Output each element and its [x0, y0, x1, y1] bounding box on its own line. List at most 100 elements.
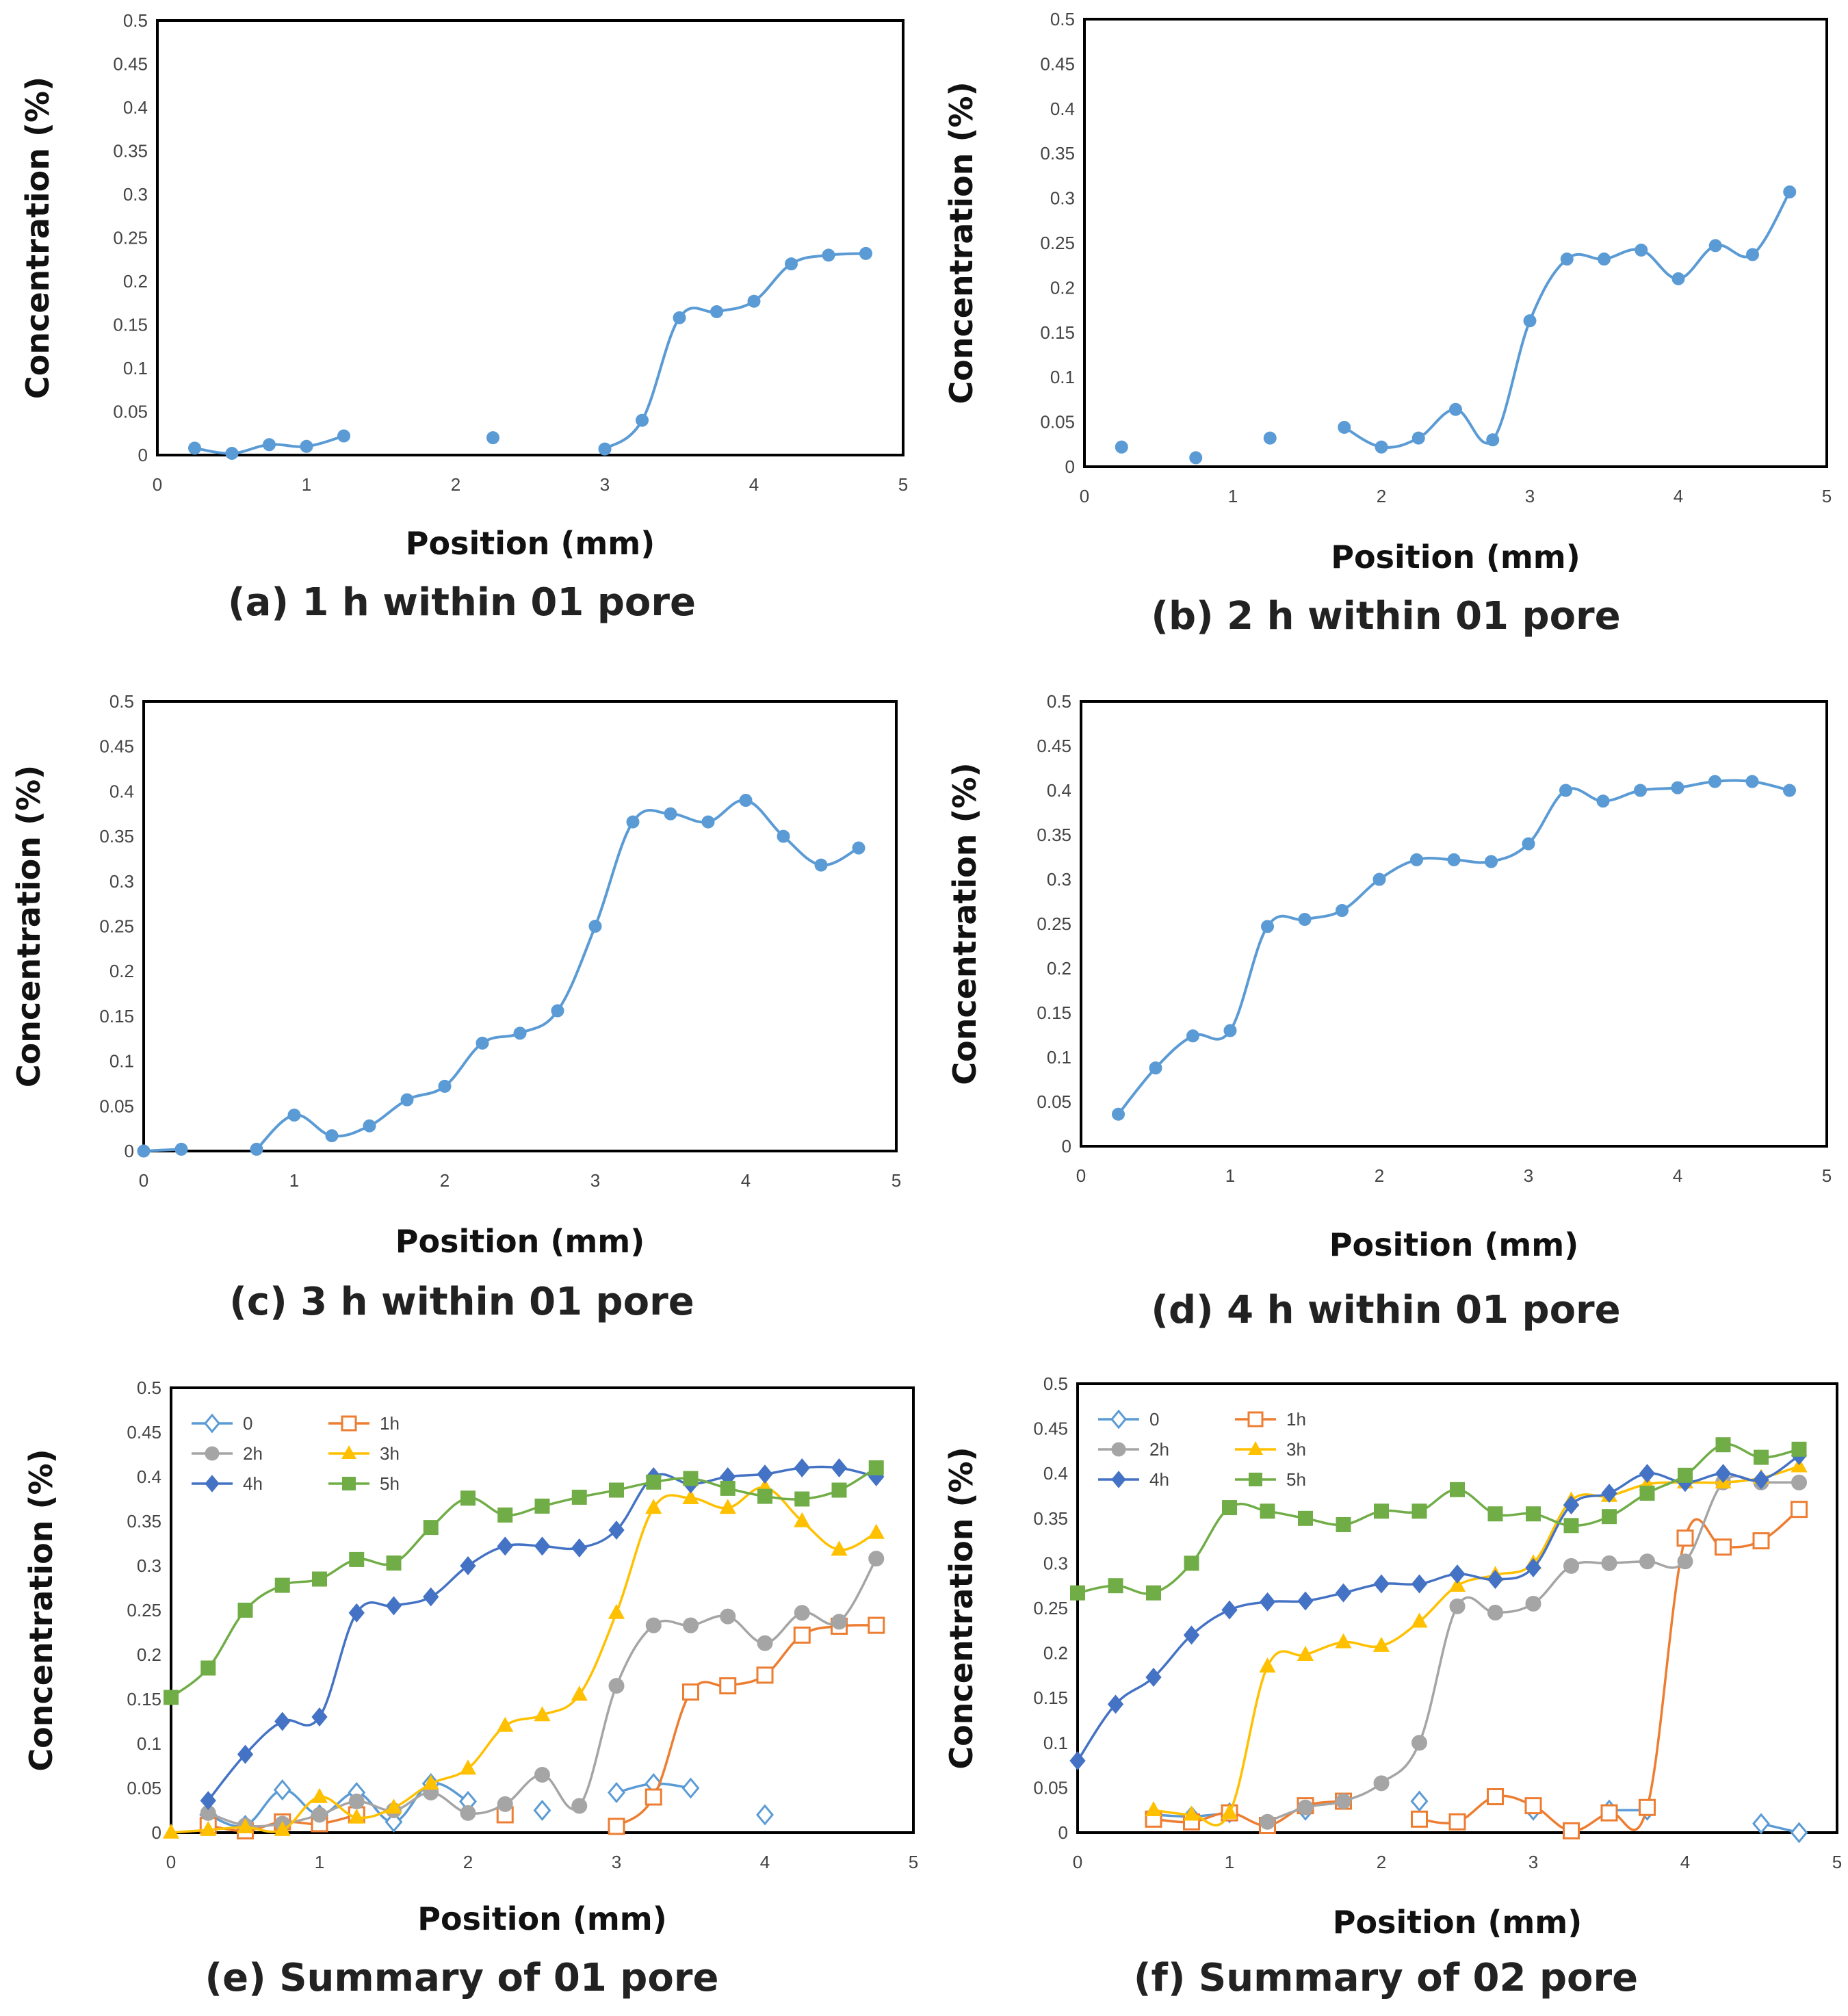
data-point-5h	[200, 1660, 216, 1676]
x-tick-label-a: 3	[600, 474, 610, 495]
data-point-2h	[608, 1678, 625, 1694]
y-tick-label-d: 0.35	[1037, 825, 1071, 845]
data-point-2h	[1677, 1553, 1693, 1570]
data-point-3h	[400, 1093, 414, 1107]
data-point-5h	[646, 1474, 662, 1490]
data-point-5h	[1184, 1555, 1199, 1571]
data-point-3h	[719, 1499, 736, 1514]
y-tick-label-c: 0	[125, 1141, 134, 1161]
chart-svg-b: 0 0.05 0.1 0.15 0.2 0.25 0.3 0.35 0.4 0.45 0.5 0 1 2 3…	[943, 9, 1832, 576]
series-3h-e	[162, 1478, 885, 1839]
y-tick-label-a: 0.25	[113, 228, 148, 248]
series-4h-d	[1112, 775, 1796, 1121]
data-point-4h	[497, 1536, 513, 1556]
data-point-1h	[859, 246, 872, 260]
data-point-4h	[1447, 853, 1461, 866]
y-tick-label-e: 0.5	[137, 1378, 161, 1398]
y-axis-title-a: Concentration (%)	[19, 77, 56, 399]
series-1h-a	[188, 246, 872, 460]
x-axis-title-a: Position (mm)	[406, 525, 655, 562]
data-point-1h	[673, 311, 686, 324]
y-tick-label-c: 0.4	[109, 781, 134, 801]
data-point-2h	[1486, 433, 1500, 447]
y-tick-label-f: 0.4	[1043, 1463, 1068, 1484]
data-point-5h	[1487, 1506, 1503, 1522]
x-tick-label-e: 2	[463, 1852, 473, 1872]
legend-marker-2h	[1111, 1442, 1126, 1457]
data-point-4h	[1259, 1592, 1276, 1612]
series-2h-b	[1115, 185, 1797, 465]
caption-f: (f) Summary of 02 pore	[1133, 1956, 1639, 2000]
y-tick-label-f: 0.35	[1033, 1508, 1068, 1529]
x-tick-label-d: 3	[1524, 1165, 1533, 1186]
legend-label-2h: 2h	[1149, 1439, 1169, 1460]
plot-area-a	[156, 19, 905, 456]
legend-marker-5h	[1249, 1473, 1262, 1486]
legend-label-5h: 5h	[1286, 1469, 1306, 1490]
data-point-5h	[386, 1555, 402, 1571]
chart-panel-e: 0 0.05 0.1 0.15 0.2 0.25 0.3 0.35 0.4 0.45 0.5 0 1 2 3…	[0, 1341, 924, 2016]
data-point-1h	[868, 1616, 885, 1634]
data-point-3h	[1297, 1646, 1314, 1662]
x-tick-label-a: 2	[451, 474, 460, 495]
data-point-3h	[645, 1499, 662, 1514]
data-point-3h	[287, 1108, 301, 1122]
data-point-4h	[1559, 784, 1572, 797]
data-point-2h	[1115, 440, 1128, 454]
chart-svg-a: 0 0.05 0.1 0.15 0.2 0.25 0.3 0.35 0.4 0.45 0.5 0 1 2 3…	[19, 10, 908, 562]
x-tick-label-e: 0	[166, 1852, 176, 1872]
data-point-5h	[794, 1491, 810, 1507]
y-tick-label-e: 0.35	[127, 1511, 161, 1532]
y-axis-title-c: Concentration (%)	[10, 765, 47, 1087]
data-point-3h	[422, 1774, 439, 1790]
data-point-5h	[237, 1603, 253, 1618]
data-point-2h	[1336, 1793, 1351, 1809]
y-tick-label-d: 0.3	[1047, 869, 1071, 890]
data-point-2h	[645, 1617, 662, 1633]
y-tick-label-c: 0.3	[109, 871, 134, 892]
x-tick-label-f: 3	[1528, 1852, 1538, 1872]
plot-area-b	[1083, 18, 1828, 468]
caption-c: (c) 3 h within 01 pore	[229, 1280, 694, 1324]
legend-marker-4h	[1111, 1471, 1126, 1488]
data-point-4h	[1112, 1107, 1125, 1121]
y-tick-label-a: 0.05	[113, 402, 148, 422]
y-tick-label-e: 0.15	[127, 1689, 161, 1709]
legend-marker-0	[1110, 1409, 1127, 1430]
data-point-2h	[1746, 248, 1759, 261]
data-point-4h	[1522, 837, 1535, 851]
data-point-2h	[1635, 243, 1648, 257]
data-point-2h	[1411, 431, 1425, 445]
data-point-3h	[497, 1716, 514, 1732]
y-tick-label-d: 0	[1062, 1136, 1071, 1156]
data-point-1h	[645, 1788, 662, 1806]
data-point-2h	[1449, 1598, 1466, 1614]
y-tick-label-b: 0.1	[1050, 367, 1075, 387]
data-point-4h	[1525, 1558, 1541, 1577]
data-point-2h	[497, 1796, 513, 1812]
data-point-3h	[777, 829, 790, 843]
data-point-3h	[237, 1818, 254, 1833]
x-tick-label-e: 5	[909, 1852, 918, 1872]
data-point-5h	[1754, 1449, 1769, 1465]
data-point-3h	[852, 841, 866, 855]
data-point-5h	[312, 1571, 327, 1587]
data-point-3h	[626, 815, 640, 829]
data-point-3h	[739, 794, 753, 807]
y-tick-label-a: 0	[138, 445, 148, 465]
data-point-5h	[1222, 1500, 1237, 1516]
x-axis-title-e: Position (mm)	[417, 1900, 667, 1937]
x-tick-label-f: 5	[1832, 1852, 1842, 1872]
series-2h-f	[1260, 1474, 1807, 1830]
data-point-2h	[311, 1807, 328, 1823]
data-point-4h	[1223, 1024, 1237, 1037]
y-tick-label-b: 0.05	[1040, 412, 1075, 432]
data-point-5h	[1450, 1482, 1465, 1497]
legend-label-4h: 4h	[243, 1473, 263, 1494]
data-point-3h	[534, 1706, 551, 1722]
data-point-3h	[274, 1820, 291, 1836]
y-tick-label-d: 0.4	[1047, 780, 1071, 801]
data-point-4h	[1487, 1570, 1504, 1589]
y-tick-label-e: 0.4	[137, 1466, 161, 1487]
data-point-1h	[1791, 1501, 1808, 1519]
